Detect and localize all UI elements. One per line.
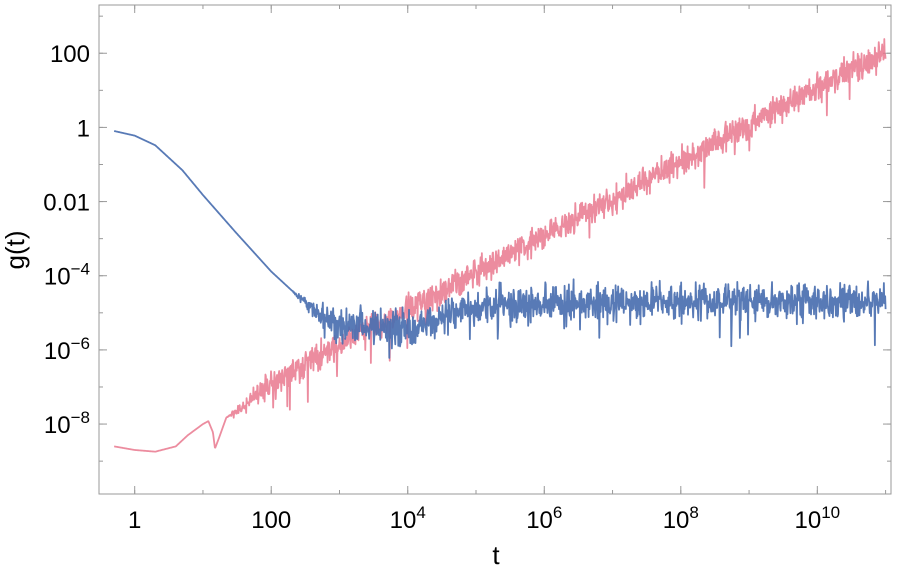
y-tick-label: 10−8 [44,408,90,439]
x-tick-label: 1010 [795,503,841,534]
x-axis-title: t [492,540,500,570]
series-layer [113,38,887,453]
labels-layer: 1 100 104 106 108 1010 100 1 0.01 10−4 10−6 10−8 [43,41,840,534]
x-tick-label: 108 [663,503,699,534]
series-line-1 [113,38,887,453]
y-tick-label: 100 [50,41,90,68]
x-tick-label: 106 [526,503,562,534]
y-axis-title: g(t) [0,231,30,270]
y-tick-label: 10−4 [44,260,90,291]
y-tick-label: 1 [77,115,90,142]
series-line-2 [113,130,887,359]
x-tick-label: 100 [251,507,291,534]
y-tick-label: 10−6 [44,334,90,365]
y-tick-label: 0.01 [43,190,90,217]
x-tick-label: 1 [128,507,141,534]
plot-frame [98,4,892,495]
ticks-layer [99,5,891,494]
x-tick-label: 104 [390,503,426,534]
